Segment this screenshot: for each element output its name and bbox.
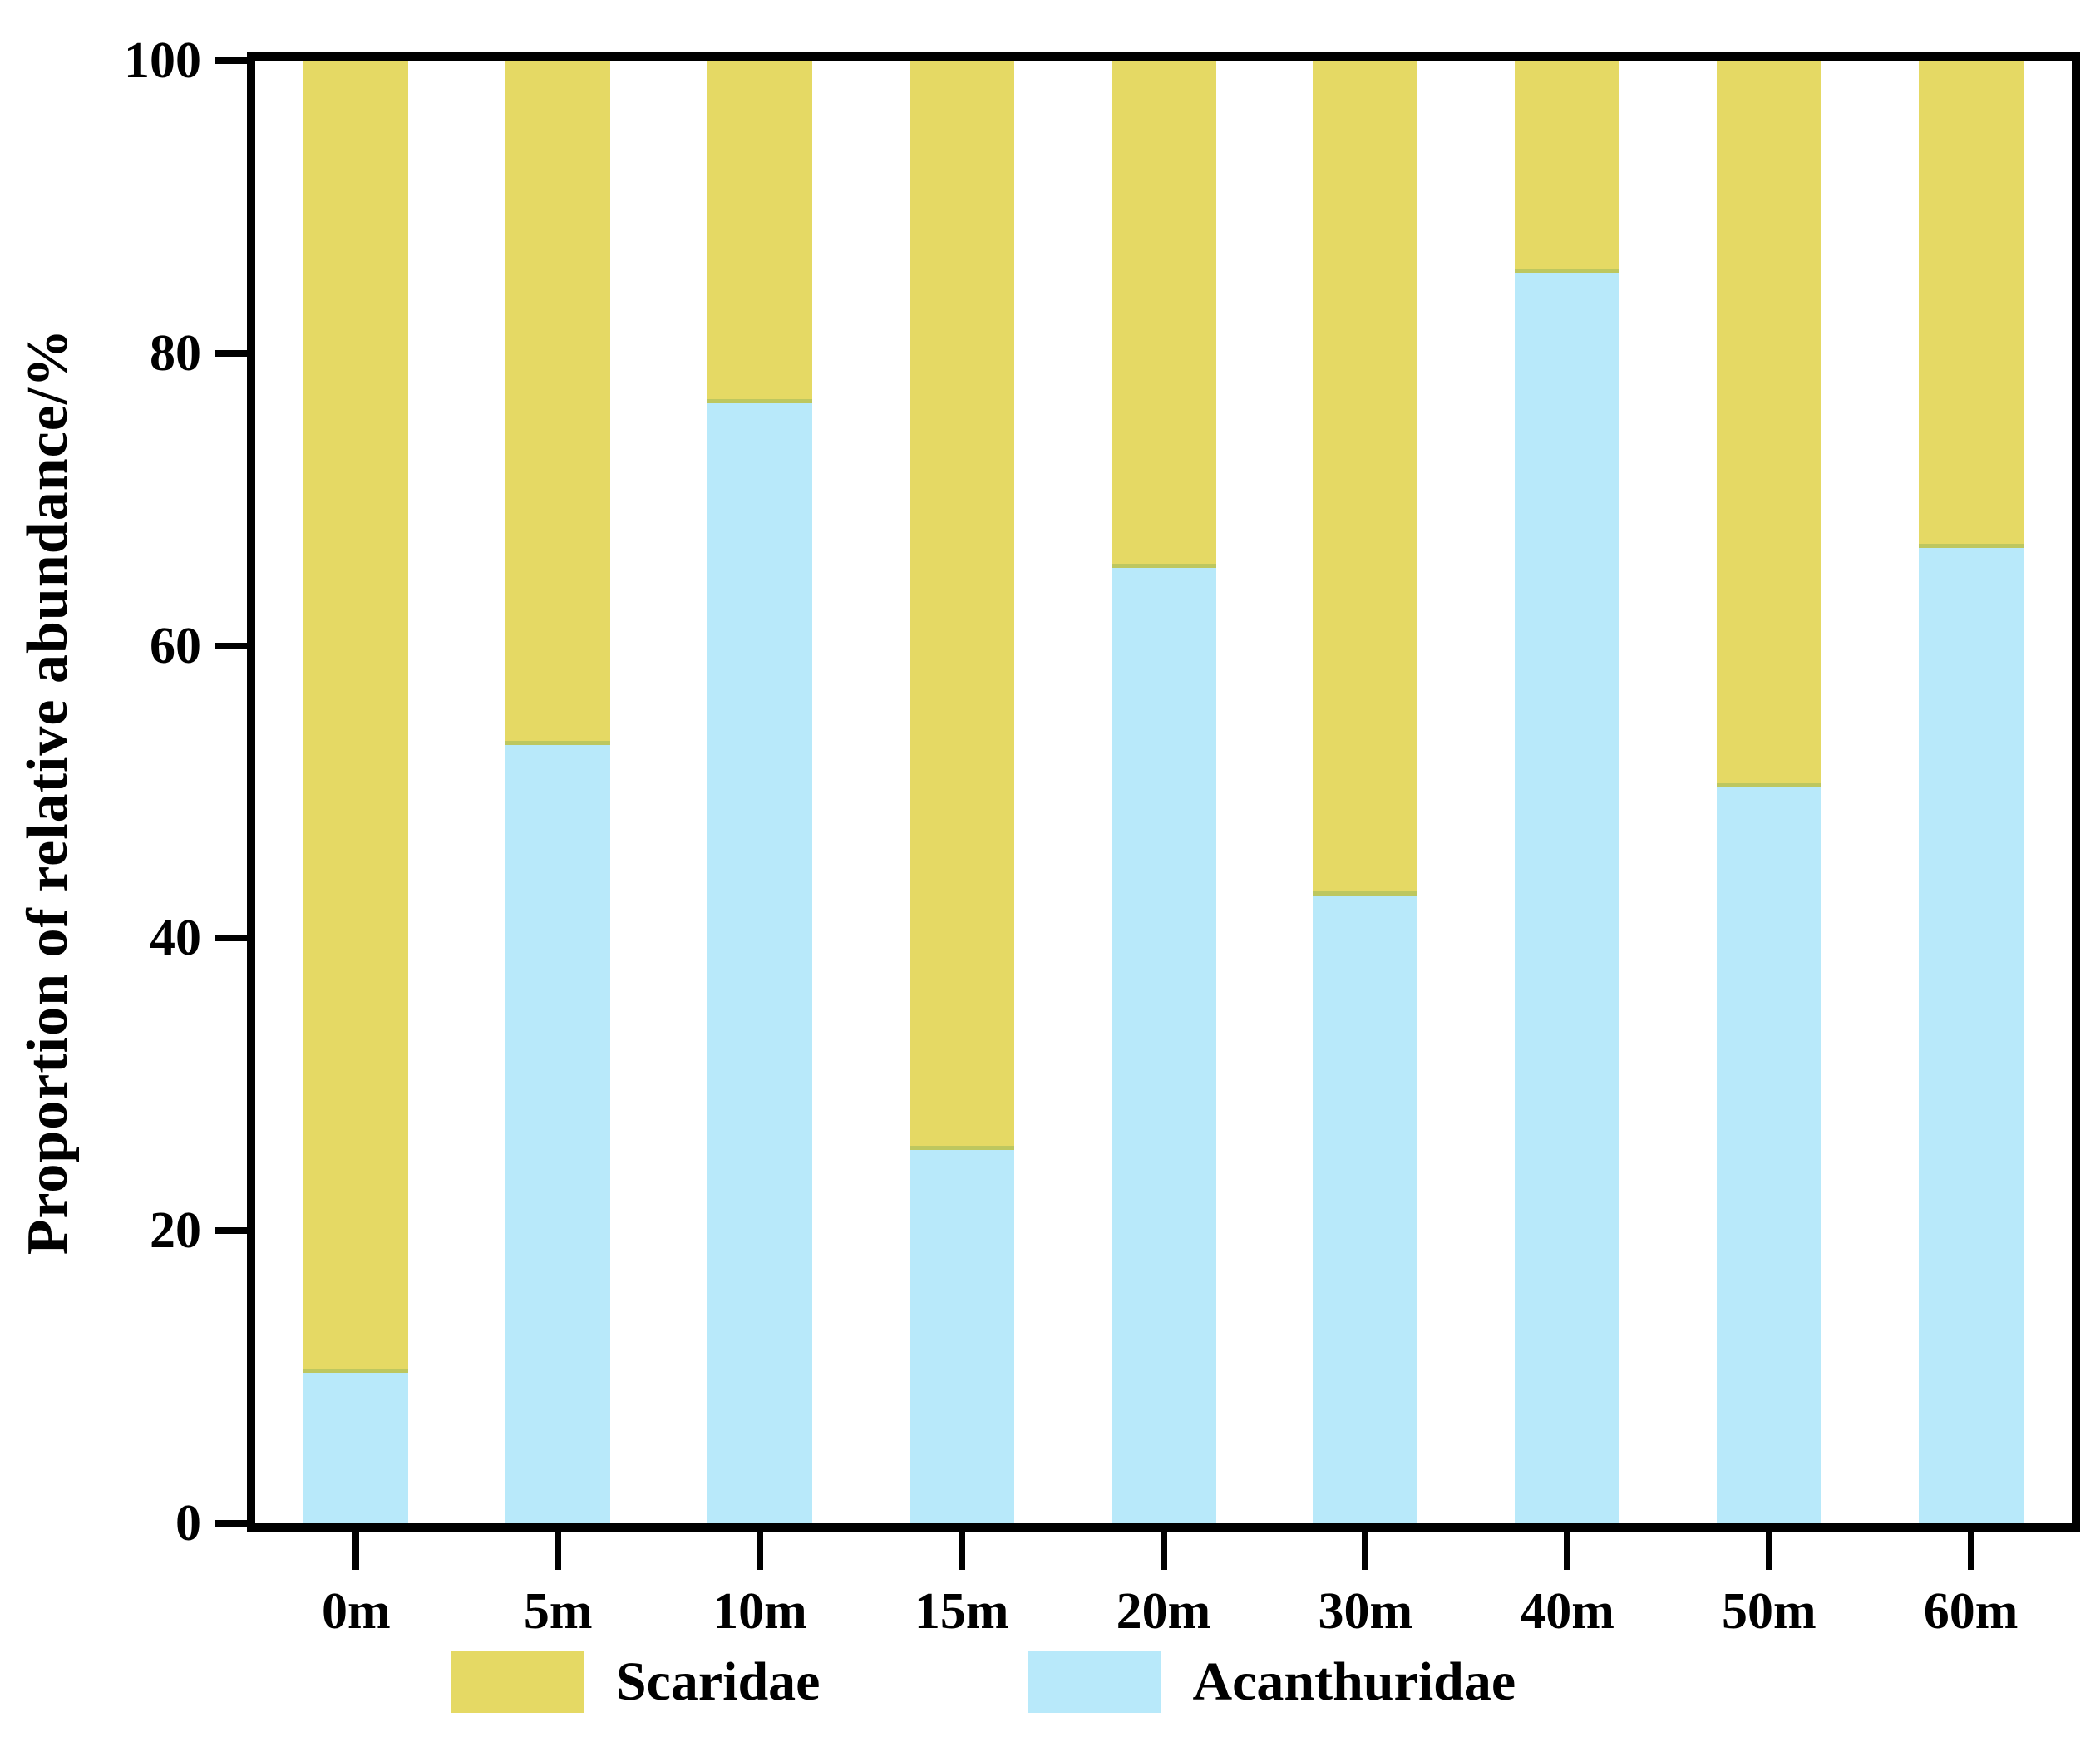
- bar-segment-scaridae-60m: [1918, 61, 2024, 548]
- stacked-bar-20m: [1111, 61, 1216, 1523]
- bar-segment-acanthuridae-5m: [505, 745, 611, 1523]
- y-tick-0: [215, 1520, 247, 1527]
- y-tick-60: [215, 642, 247, 649]
- bar-segment-acanthuridae-50m: [1716, 787, 1821, 1523]
- x-tick-30m: [1362, 1532, 1369, 1570]
- stacked-bar-30m: [1313, 61, 1418, 1523]
- bar-segment-scaridae-30m: [1313, 61, 1418, 896]
- y-axis-title: Proportion of relative abundance/%: [16, 328, 80, 1256]
- x-tick-20m: [1160, 1532, 1167, 1570]
- legend-swatch-acanthuridae: [1028, 1651, 1161, 1713]
- x-tick-label-15m: 15m: [914, 1583, 1009, 1640]
- y-tick-100: [215, 57, 247, 64]
- x-tick-0m: [352, 1532, 360, 1570]
- y-tick-80: [215, 349, 247, 357]
- bar-slot-10m: [659, 61, 861, 1523]
- bars-container: [255, 61, 2072, 1523]
- x-tick-label-60m: 60m: [1923, 1583, 2019, 1640]
- stacked-bar-10m: [707, 61, 812, 1523]
- bar-segment-scaridae-50m: [1716, 61, 1821, 788]
- bar-segment-acanthuridae-0m: [303, 1372, 409, 1523]
- bar-slot-15m: [860, 61, 1062, 1523]
- y-tick-label-80: 80: [150, 324, 201, 382]
- bar-segment-scaridae-10m: [707, 61, 812, 403]
- x-tick-5m: [555, 1532, 562, 1570]
- x-tick-10m: [756, 1532, 763, 1570]
- bar-slot-5m: [457, 61, 659, 1523]
- y-tick-20: [215, 1227, 247, 1235]
- bar-segment-scaridae-0m: [303, 61, 409, 1373]
- plot-area: [247, 52, 2080, 1532]
- x-tick-50m: [1765, 1532, 1772, 1570]
- stacked-bar-50m: [1716, 61, 1821, 1523]
- x-tick-label-30m: 30m: [1318, 1583, 1413, 1640]
- bar-segment-acanthuridae-40m: [1515, 273, 1620, 1523]
- x-tick-label-50m: 50m: [1722, 1583, 1817, 1640]
- bar-segment-acanthuridae-20m: [1111, 568, 1216, 1523]
- x-tick-15m: [958, 1532, 965, 1570]
- x-tick-40m: [1564, 1532, 1571, 1570]
- bar-slot-60m: [1870, 61, 2072, 1523]
- y-tick-label-60: 60: [150, 617, 201, 674]
- x-tick-label-0m: 0m: [322, 1583, 391, 1640]
- bar-segment-scaridae-20m: [1111, 61, 1216, 569]
- legend: Scaridae Acanthuridae: [0, 1645, 2033, 1720]
- x-tick-label-10m: 10m: [712, 1583, 807, 1640]
- stacked-bar-40m: [1515, 61, 1620, 1523]
- bar-segment-scaridae-15m: [909, 61, 1014, 1151]
- bar-segment-scaridae-40m: [1515, 61, 1620, 274]
- stacked-bar-15m: [909, 61, 1014, 1523]
- y-tick-label-0: 0: [175, 1495, 201, 1552]
- bar-slot-50m: [1668, 61, 1870, 1523]
- bar-slot-40m: [1467, 61, 1669, 1523]
- stacked-bar-5m: [505, 61, 611, 1523]
- bar-segment-acanthuridae-30m: [1313, 896, 1418, 1523]
- bar-slot-0m: [255, 61, 457, 1523]
- y-tick-label-20: 20: [150, 1202, 201, 1260]
- y-tick-label-40: 40: [150, 910, 201, 967]
- x-tick-label-20m: 20m: [1116, 1583, 1211, 1640]
- y-tick-label-100: 100: [124, 32, 201, 89]
- stacked-bar-0m: [303, 61, 409, 1523]
- x-tick-label-40m: 40m: [1520, 1583, 1614, 1640]
- x-tick-label-5m: 5m: [523, 1583, 593, 1640]
- bar-segment-scaridae-5m: [505, 61, 611, 746]
- x-tick-60m: [1967, 1532, 1974, 1570]
- legend-swatch-scaridae: [451, 1651, 584, 1713]
- bar-segment-acanthuridae-10m: [707, 402, 812, 1523]
- legend-item-acanthuridae: Acanthuridae: [1028, 1645, 1516, 1720]
- y-tick-40: [215, 935, 247, 942]
- legend-label-acanthuridae: Acanthuridae: [1192, 1651, 1516, 1712]
- legend-label-scaridae: Scaridae: [615, 1651, 821, 1712]
- bar-slot-20m: [1062, 61, 1264, 1523]
- stacked-bar-60m: [1918, 61, 2024, 1523]
- bar-slot-30m: [1264, 61, 1467, 1523]
- bar-segment-acanthuridae-15m: [909, 1150, 1014, 1523]
- legend-item-scaridae: Scaridae: [451, 1645, 821, 1720]
- bar-segment-acanthuridae-60m: [1918, 547, 2024, 1523]
